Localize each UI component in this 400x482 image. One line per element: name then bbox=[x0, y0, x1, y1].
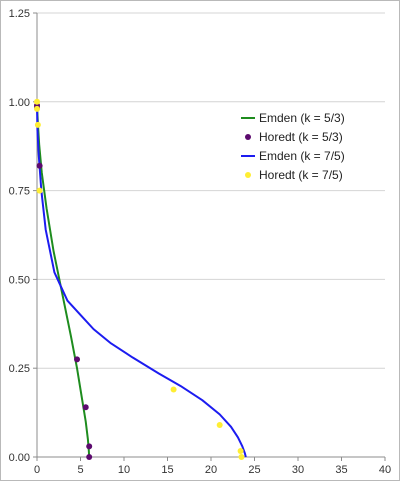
y-tick-label: 1.25 bbox=[9, 8, 30, 20]
x-tick-label: 25 bbox=[248, 464, 260, 476]
series-marker-2 bbox=[36, 162, 43, 169]
series-marker-4 bbox=[170, 386, 177, 393]
x-tick-label: 10 bbox=[118, 464, 130, 476]
series-marker-2 bbox=[82, 404, 89, 411]
series-marker-2 bbox=[86, 443, 93, 450]
legend-label: Horedt (k = 5/3) bbox=[259, 130, 343, 144]
y-tick-label: 0.25 bbox=[9, 363, 30, 375]
series-marker-2 bbox=[74, 356, 81, 363]
series-marker-2 bbox=[86, 454, 93, 460]
legend: Emden (k = 5/3) Horedt (k = 5/3) Emden (k … bbox=[241, 111, 345, 182]
legend-swatch-marker bbox=[245, 134, 251, 140]
legend-label: Horedt (k = 7/5) bbox=[259, 168, 343, 182]
series-marker-4 bbox=[238, 454, 245, 460]
series-marker-4 bbox=[237, 447, 244, 454]
y-tick-label: 1.00 bbox=[9, 97, 30, 109]
x-tick-label: 30 bbox=[292, 464, 304, 476]
x-tick-label: 40 bbox=[379, 464, 391, 476]
series-marker-4 bbox=[34, 121, 41, 128]
x-tick-label: 35 bbox=[335, 464, 347, 476]
series-layer bbox=[34, 98, 247, 460]
series-marker-4 bbox=[34, 105, 40, 112]
legend-label: Emden (k = 5/3) bbox=[259, 111, 345, 125]
x-tick-label: 0 bbox=[34, 464, 40, 476]
x-tick-label: 5 bbox=[77, 464, 83, 476]
x-tick-label: 15 bbox=[161, 464, 173, 476]
y-tick-label: 0.50 bbox=[9, 274, 30, 286]
x-tick-label: 20 bbox=[205, 464, 217, 476]
series-marker-4 bbox=[34, 98, 40, 105]
legend-label: Emden (k = 7/5) bbox=[259, 149, 345, 163]
grid-layer bbox=[37, 12, 385, 369]
y-tick-label: 0.75 bbox=[9, 186, 30, 198]
y-tick-label: 0.00 bbox=[9, 452, 30, 464]
series-line-1 bbox=[36, 105, 91, 458]
series-marker-4 bbox=[216, 422, 223, 429]
legend-swatch-marker bbox=[245, 172, 251, 178]
series-marker-4 bbox=[36, 187, 43, 194]
axis-layer: 0.00 0.25 0.50 0.75 1.00 1.25 0 5 10 15 20 25 30 35 40 bbox=[9, 8, 392, 476]
series-line-3 bbox=[36, 105, 247, 458]
